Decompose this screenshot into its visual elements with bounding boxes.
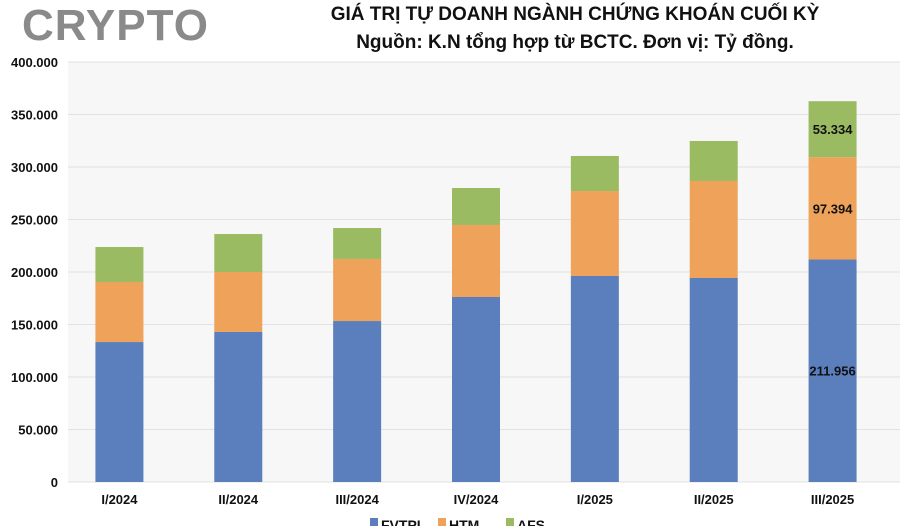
bar-fvtpl [452,296,500,482]
x-tick-label: IV/2024 [454,492,500,507]
y-tick-label: 350.000 [11,108,58,123]
bar-afs [808,101,857,158]
legend-label: HTM [449,517,479,526]
y-tick-label: 300.000 [11,160,58,175]
x-tick-label: II/2024 [218,492,259,507]
bar-htm [214,272,263,332]
bar-fvtpl [689,277,738,482]
y-tick-label: 150.000 [11,318,58,333]
bar-fvtpl [333,321,382,482]
bar-afs [214,233,263,272]
x-tick-label: I/2025 [577,492,613,507]
bar-afs [452,188,500,225]
x-tick-label: I/2024 [101,492,138,507]
y-tick-label: 100.000 [11,370,58,385]
chart-subtitle: Nguồn: K.N tổng hợp từ BCTC. Đơn vị: Tỷ … [356,32,794,53]
legend-label: FVTPL [381,517,426,526]
bar-fvtpl [808,259,857,482]
y-tick-label: 400.000 [11,55,58,70]
bar-fvtpl [95,342,144,482]
y-tick-label: 50.000 [18,423,58,438]
bar-htm [95,281,144,343]
y-tick-label: 200.000 [11,265,58,280]
x-tick-label: III/2024 [335,492,379,507]
bar-fvtpl [214,331,263,482]
bar-htm [333,258,382,322]
bar-htm [689,180,738,278]
chart-title: GIÁ TRỊ TỰ DOANH NGÀNH CHỨNG KHOÁN CUỐI … [330,4,820,25]
data-label: 97.394 [813,201,854,216]
data-label: 211.956 [809,364,855,379]
bar-afs [570,155,619,192]
x-tick-label: II/2025 [694,492,734,507]
bar-htm [452,224,500,297]
legend-swatch [506,518,514,526]
y-tick-label: 0 [51,475,58,490]
watermark-logo: CRYPTO [22,1,209,50]
bar-htm [570,191,619,276]
legend-swatch [370,518,378,526]
data-label: 53.334 [813,122,854,137]
x-tick-label: III/2025 [811,492,854,507]
legend-swatch [438,518,446,526]
bar-fvtpl [570,275,619,482]
bar-htm [808,157,857,260]
bar-afs [95,247,144,282]
bar-afs [689,140,738,181]
bar-afs [333,228,382,259]
y-tick-label: 250.000 [11,213,58,228]
legend-label: AFS [517,517,545,526]
